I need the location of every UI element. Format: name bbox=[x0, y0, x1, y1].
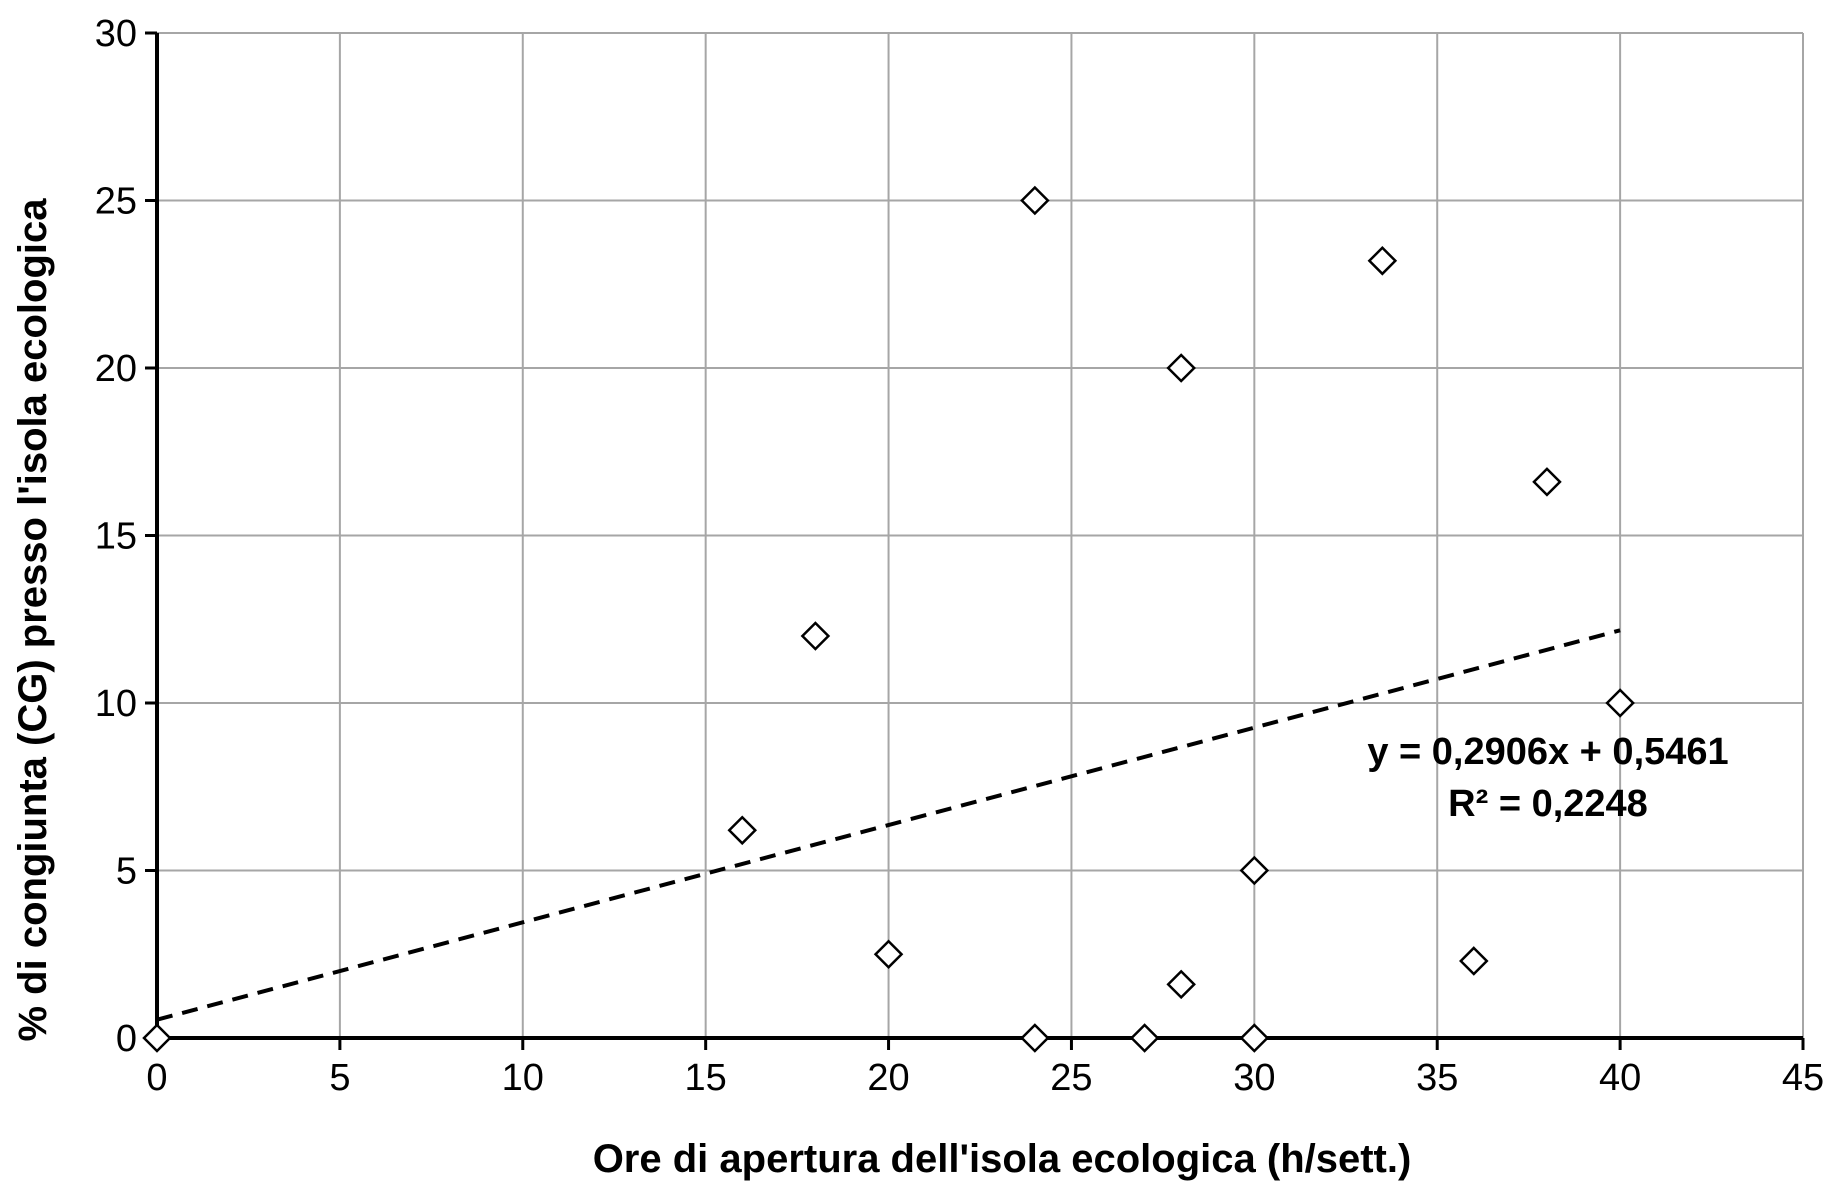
data-point bbox=[1239, 1023, 1270, 1053]
y-tick-label: 15 bbox=[95, 516, 137, 558]
y-tick-label: 10 bbox=[95, 683, 137, 725]
x-tick-label: 30 bbox=[1233, 1057, 1275, 1099]
data-point bbox=[1020, 1023, 1050, 1053]
x-tick-label: 20 bbox=[867, 1057, 909, 1099]
data-point bbox=[727, 815, 758, 846]
x-tick-label: 25 bbox=[1050, 1057, 1092, 1099]
x-tick-label: 40 bbox=[1599, 1057, 1641, 1099]
y-tick-label: 30 bbox=[95, 13, 137, 55]
data-point bbox=[1367, 246, 1398, 276]
data-point bbox=[1532, 467, 1562, 497]
x-tick-label: 15 bbox=[685, 1057, 727, 1099]
x-axis-ticks: 0 5 10 15 20 25 30 35 40 45 bbox=[146, 1038, 1824, 1099]
x-axis-title: Ore di apertura dell'isola ecologica (h/… bbox=[593, 1137, 1412, 1181]
y-tick-label: 5 bbox=[116, 851, 137, 893]
data-point bbox=[1166, 353, 1196, 383]
data-point bbox=[1129, 1023, 1160, 1053]
x-tick-label: 45 bbox=[1782, 1057, 1824, 1099]
x-tick-label: 10 bbox=[502, 1057, 544, 1099]
y-tick-label: 20 bbox=[95, 348, 137, 390]
y-tick-label: 25 bbox=[95, 181, 137, 223]
x-tick-label: 35 bbox=[1416, 1057, 1458, 1099]
data-point bbox=[873, 939, 904, 970]
y-axis-title: % di congiunta (CG) presso l'isola ecolo… bbox=[11, 198, 55, 1042]
x-tick-label: 0 bbox=[146, 1057, 167, 1099]
trendline bbox=[156, 628, 1621, 1022]
data-point bbox=[1459, 946, 1489, 976]
data-points bbox=[142, 185, 1635, 1053]
trendline-r-squared: R² = 0,2248 bbox=[1448, 783, 1648, 825]
grid-lines bbox=[157, 32, 1804, 1038]
trendline-equation: y = 0,2906x + 0,5461 bbox=[1367, 731, 1728, 773]
data-point bbox=[142, 1023, 172, 1053]
x-tick-label: 5 bbox=[329, 1057, 350, 1099]
data-point bbox=[1166, 969, 1196, 1000]
y-axis-ticks: 0 5 10 15 20 25 30 bbox=[95, 13, 157, 1060]
data-point bbox=[1020, 185, 1050, 216]
trendline-line bbox=[156, 628, 1621, 1022]
data-point bbox=[1605, 688, 1635, 718]
data-point bbox=[1239, 855, 1270, 886]
y-tick-label: 0 bbox=[116, 1018, 137, 1060]
data-point bbox=[800, 621, 831, 651]
